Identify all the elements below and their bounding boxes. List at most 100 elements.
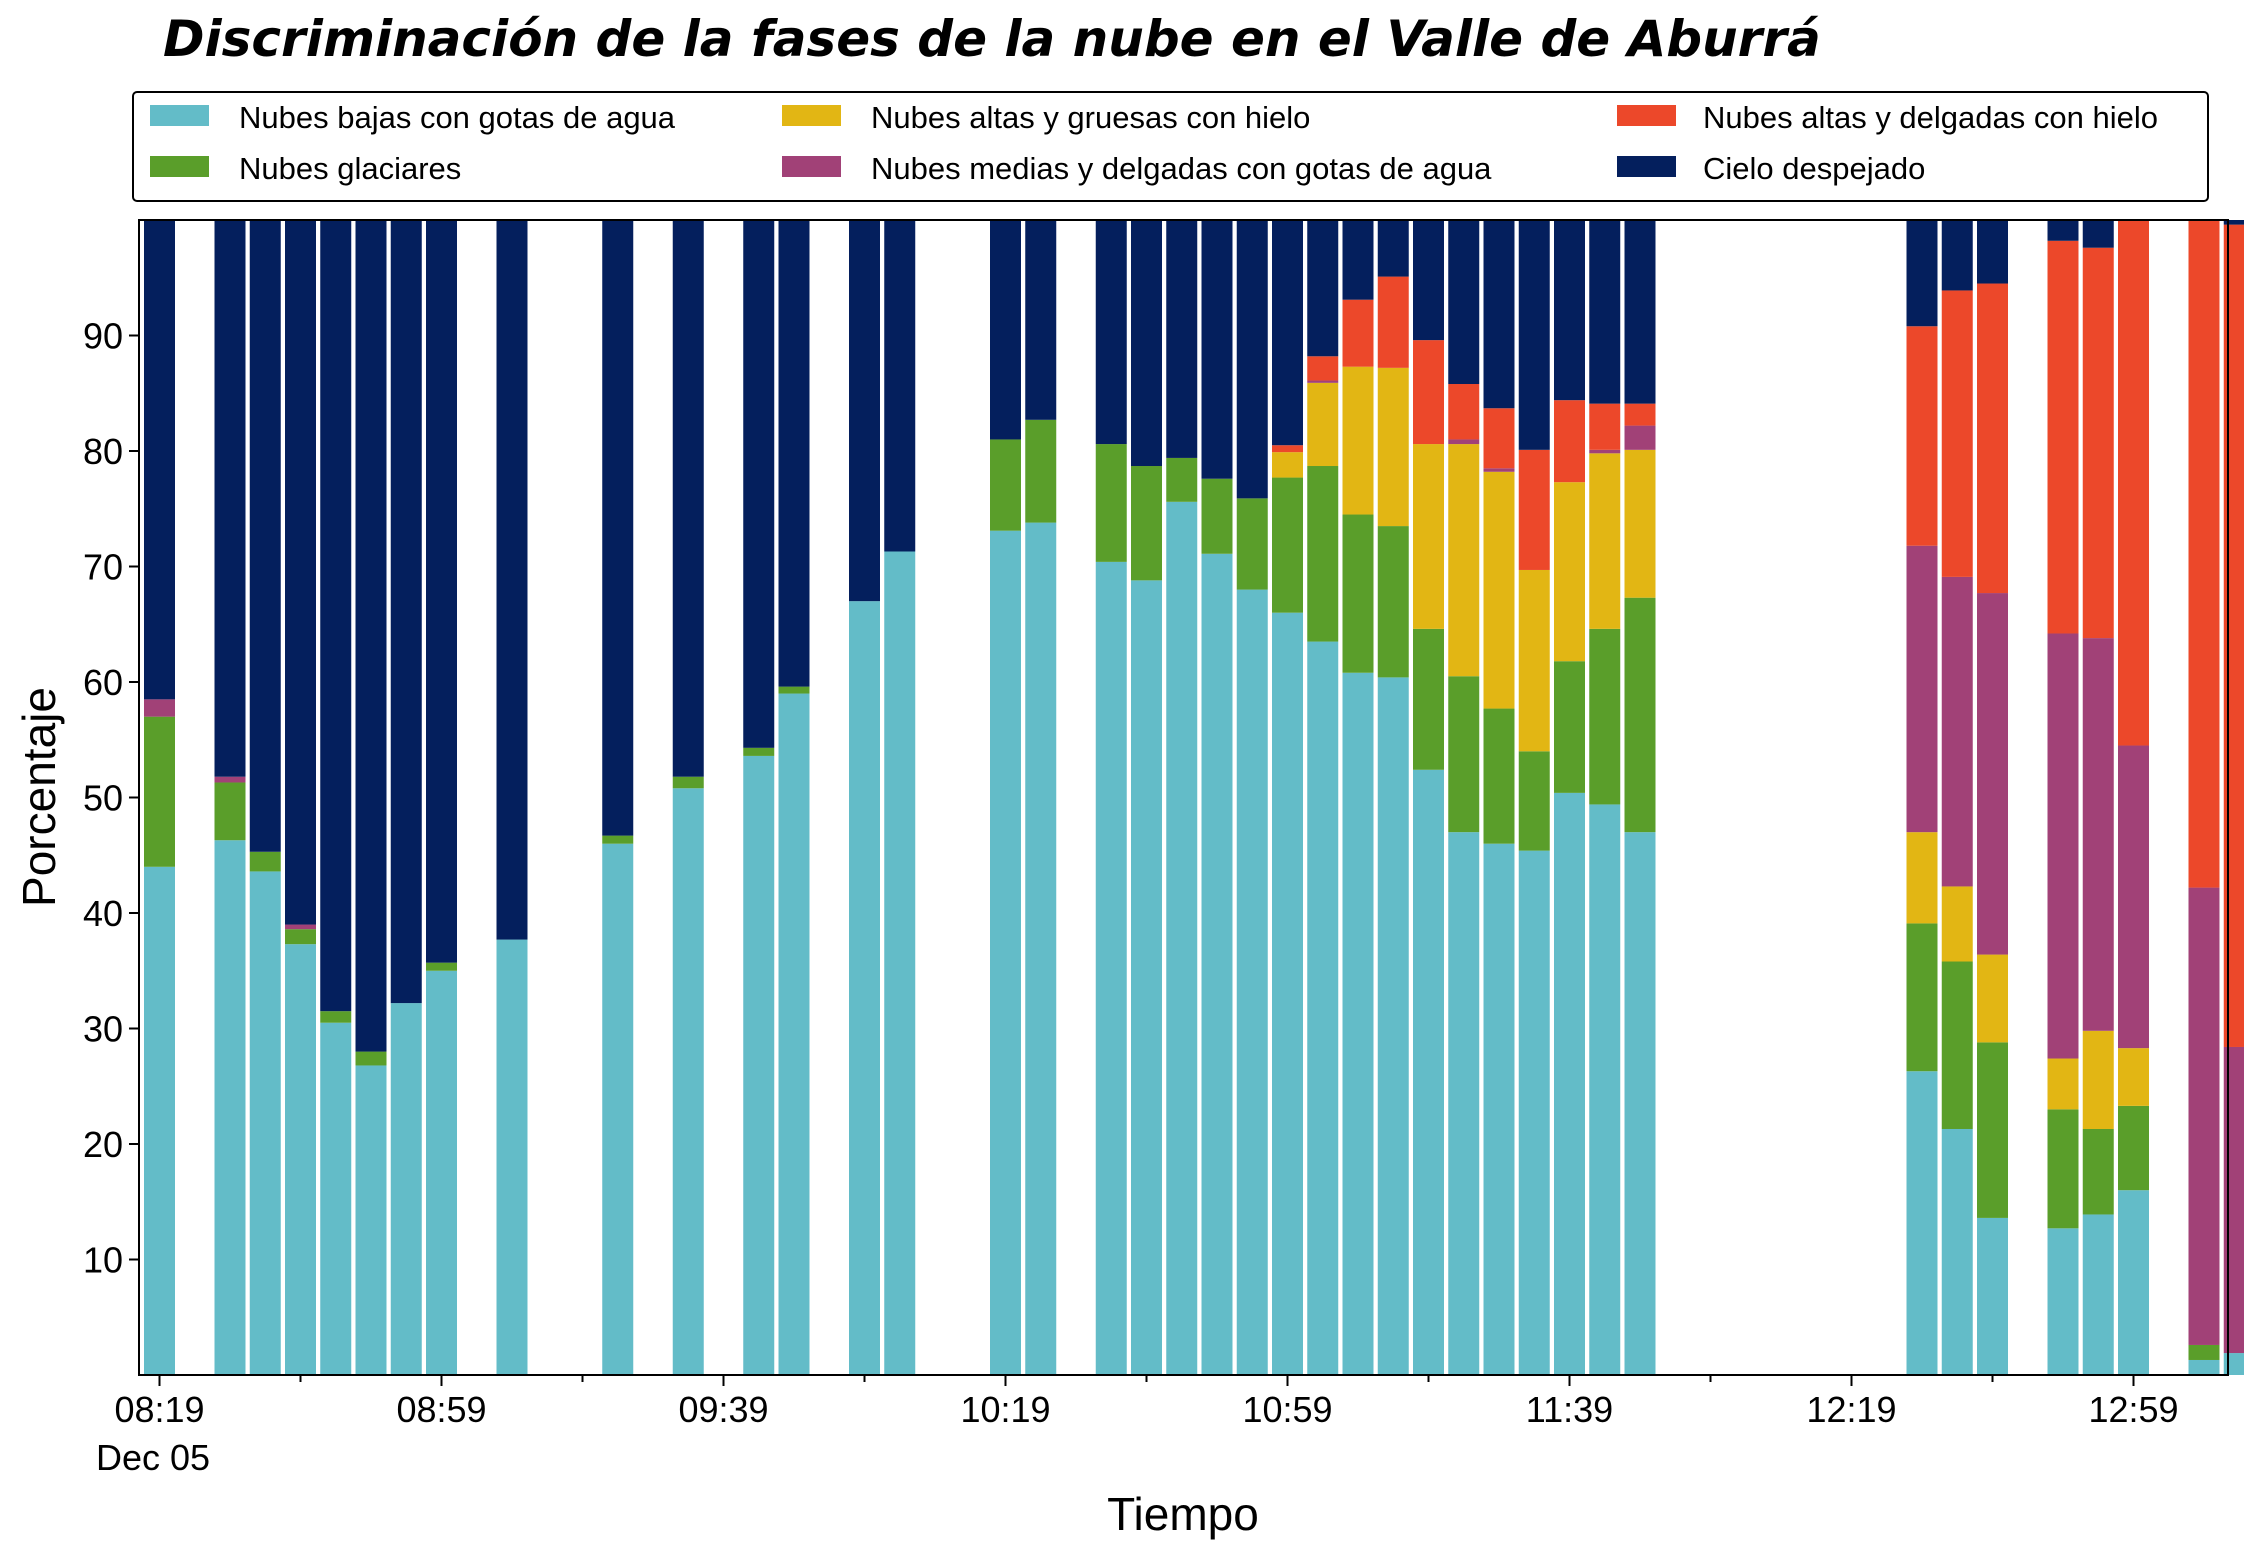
- bar-segment-nubes-altas-y-delgadas-con-hielo: [2223, 224, 2244, 1047]
- bar-segment-nubes-glaciares: [1377, 526, 1409, 678]
- bar-segment-nubes-glaciares: [1236, 498, 1268, 590]
- bar-segment-nubes-glaciares: [1554, 661, 1585, 793]
- bar-segment-nubes-bajas-con-gotas-de-agua: [2082, 1214, 2114, 1375]
- bar-segment-nubes-glaciares: [355, 1051, 387, 1066]
- bar-segment-cielo-despejado: [1977, 220, 2008, 284]
- bar-segment-cielo-despejado: [426, 220, 457, 963]
- x-tick-label: 08:59: [396, 1389, 486, 1430]
- bar-segment-nubes-bajas-con-gotas-de-agua: [778, 693, 810, 1375]
- bar-segment-nubes-glaciares: [2082, 1128, 2114, 1215]
- bar-segment-nubes-medias-y-delgadas-con-gotas-de-agua: [1448, 439, 1480, 445]
- bar-segment-nubes-bajas-con-gotas-de-agua: [355, 1065, 387, 1375]
- legend-swatch-nubes-medias: [782, 156, 841, 177]
- bar-segment-cielo-despejado: [1518, 220, 1550, 450]
- bar-segment-nubes-bajas-con-gotas-de-agua: [1977, 1217, 2008, 1375]
- bar-segment-nubes-bajas-con-gotas-de-agua: [1518, 850, 1550, 1375]
- bar-segment-cielo-despejado: [1483, 220, 1515, 409]
- bar-stack-1039: [1131, 220, 1162, 1375]
- bar-segment-nubes-bajas-con-gotas-de-agua: [1166, 501, 1198, 1375]
- bars-layer: [144, 220, 2244, 1375]
- bar-segment-nubes-altas-y-gruesas-con-hielo: [1483, 471, 1515, 709]
- bar-stack-1034: [1095, 220, 1127, 1375]
- bar-segment-nubes-glaciares: [1448, 676, 1480, 833]
- bar-segment-nubes-altas-y-gruesas-con-hielo: [1307, 382, 1339, 467]
- bar-segment-nubes-glaciares: [1342, 514, 1374, 673]
- legend-swatch-nubes-altas-gruesas: [782, 105, 841, 126]
- chart-title: Discriminación de la fases de la nube en…: [163, 10, 1821, 68]
- bar-stack-0859: [426, 220, 457, 1375]
- bar-segment-nubes-altas-y-delgadas-con-hielo: [1589, 403, 1621, 450]
- bar-segment-cielo-despejado: [1201, 220, 1233, 479]
- bar-segment-nubes-bajas-con-gotas-de-agua: [1342, 672, 1374, 1375]
- bar-segment-nubes-altas-y-delgadas-con-hielo: [2118, 220, 2149, 746]
- bar-segment-nubes-bajas-con-gotas-de-agua: [320, 1022, 352, 1375]
- bar-segment-nubes-glaciares: [1166, 457, 1198, 502]
- bar-segment-cielo-despejado: [1166, 220, 1198, 458]
- bar-segment-nubes-glaciares: [1906, 923, 1938, 1072]
- legend-swatch-nubes-glaciares: [150, 156, 209, 177]
- bar-segment-cielo-despejado: [2223, 220, 2244, 225]
- y-tick-label: 60: [83, 662, 123, 703]
- x-tick-label: 10:59: [1242, 1389, 1332, 1430]
- bar-segment-cielo-despejado: [1906, 220, 1938, 327]
- bar-segment-nubes-glaciares: [2047, 1109, 2079, 1229]
- bar-segment-cielo-despejado: [1624, 220, 1656, 404]
- bar-segment-cielo-despejado: [1095, 220, 1127, 445]
- bar-segment-nubes-bajas-con-gotas-de-agua: [1941, 1128, 1973, 1375]
- legend-frame: [132, 91, 2209, 202]
- bar-segment-nubes-altas-y-gruesas-con-hielo: [2118, 1048, 2149, 1106]
- bar-segment-nubes-bajas-con-gotas-de-agua: [2188, 1359, 2220, 1375]
- x-tick-label: 11:39: [1526, 1389, 1613, 1430]
- bar-segment-cielo-despejado: [1413, 220, 1444, 341]
- bar-segment-nubes-bajas-con-gotas-de-agua: [1377, 677, 1409, 1375]
- bar-segment-nubes-glaciares: [672, 776, 704, 789]
- bar-segment-cielo-despejado: [390, 220, 422, 1004]
- legend-swatch-nubes-altas-delgadas: [1617, 105, 1676, 126]
- bar-segment-nubes-glaciares: [1941, 961, 1973, 1129]
- bar-segment-nubes-glaciares: [214, 782, 246, 841]
- bar-segment-nubes-bajas-con-gotas-de-agua: [2118, 1190, 2149, 1375]
- bar-segment-nubes-glaciares: [1272, 477, 1303, 613]
- bar-segment-nubes-glaciares: [426, 962, 457, 971]
- bar-segment-cielo-despejado: [2082, 220, 2114, 248]
- bar-segment-nubes-glaciares: [1977, 1042, 2008, 1218]
- bar-stack-0839: [285, 220, 316, 1375]
- bar-segment-nubes-medias-y-delgadas-con-gotas-de-agua: [1906, 545, 1938, 833]
- bar-segment-cielo-despejado: [884, 220, 916, 552]
- bar-segment-nubes-altas-y-gruesas-con-hielo: [1413, 444, 1444, 629]
- bar-segment-nubes-bajas-con-gotas-de-agua: [1272, 612, 1303, 1375]
- bar-segment-cielo-despejado: [2047, 220, 2079, 241]
- bar-segment-nubes-bajas-con-gotas-de-agua: [1413, 769, 1444, 1375]
- bar-segment-nubes-altas-y-gruesas-con-hielo: [1906, 832, 1938, 924]
- bar-segment-nubes-medias-y-delgadas-con-gotas-de-agua: [2082, 638, 2114, 1031]
- bar-stack-0834: [249, 220, 281, 1375]
- bar-segment-nubes-glaciares: [144, 716, 175, 867]
- bar-stack-0829: [214, 220, 246, 1375]
- y-tick-label: 70: [83, 547, 123, 588]
- bar-segment-nubes-glaciares: [1518, 751, 1550, 851]
- bar-segment-nubes-altas-y-delgadas-con-hielo: [1413, 340, 1444, 445]
- bar-segment-nubes-bajas-con-gotas-de-agua: [1025, 522, 1057, 1375]
- bar-segment-nubes-bajas-con-gotas-de-agua: [249, 871, 281, 1375]
- bar-segment-nubes-altas-y-delgadas-con-hielo: [1342, 299, 1374, 367]
- bar-stack-0844: [320, 220, 352, 1375]
- bar-stack-1229: [1906, 220, 1938, 1375]
- bar-segment-nubes-bajas-con-gotas-de-agua: [1236, 589, 1268, 1375]
- legend-swatch-nubes-bajas: [150, 105, 209, 126]
- bar-segment-cielo-despejado: [1272, 220, 1303, 446]
- bar-segment-nubes-glaciares: [1201, 478, 1233, 554]
- bar-segment-nubes-altas-y-delgadas-con-hielo: [1448, 384, 1480, 440]
- bar-segment-cielo-despejado: [672, 220, 704, 777]
- bar-segment-nubes-altas-y-delgadas-con-hielo: [1307, 356, 1339, 381]
- bar-segment-nubes-bajas-con-gotas-de-agua: [1201, 553, 1233, 1375]
- bar-stack-1134: [1518, 220, 1550, 1375]
- bar-segment-nubes-bajas-con-gotas-de-agua: [672, 788, 704, 1375]
- bar-segment-nubes-altas-y-delgadas-con-hielo: [2047, 240, 2079, 634]
- bar-segment-nubes-bajas-con-gotas-de-agua: [2047, 1228, 2079, 1375]
- bar-segment-nubes-glaciares: [1483, 708, 1515, 844]
- bar-segment-nubes-glaciares: [1589, 628, 1621, 805]
- bar-segment-nubes-glaciares: [990, 439, 1021, 531]
- bar-segment-nubes-bajas-con-gotas-de-agua: [2223, 1353, 2244, 1375]
- bar-segment-nubes-medias-y-delgadas-con-gotas-de-agua: [214, 776, 246, 783]
